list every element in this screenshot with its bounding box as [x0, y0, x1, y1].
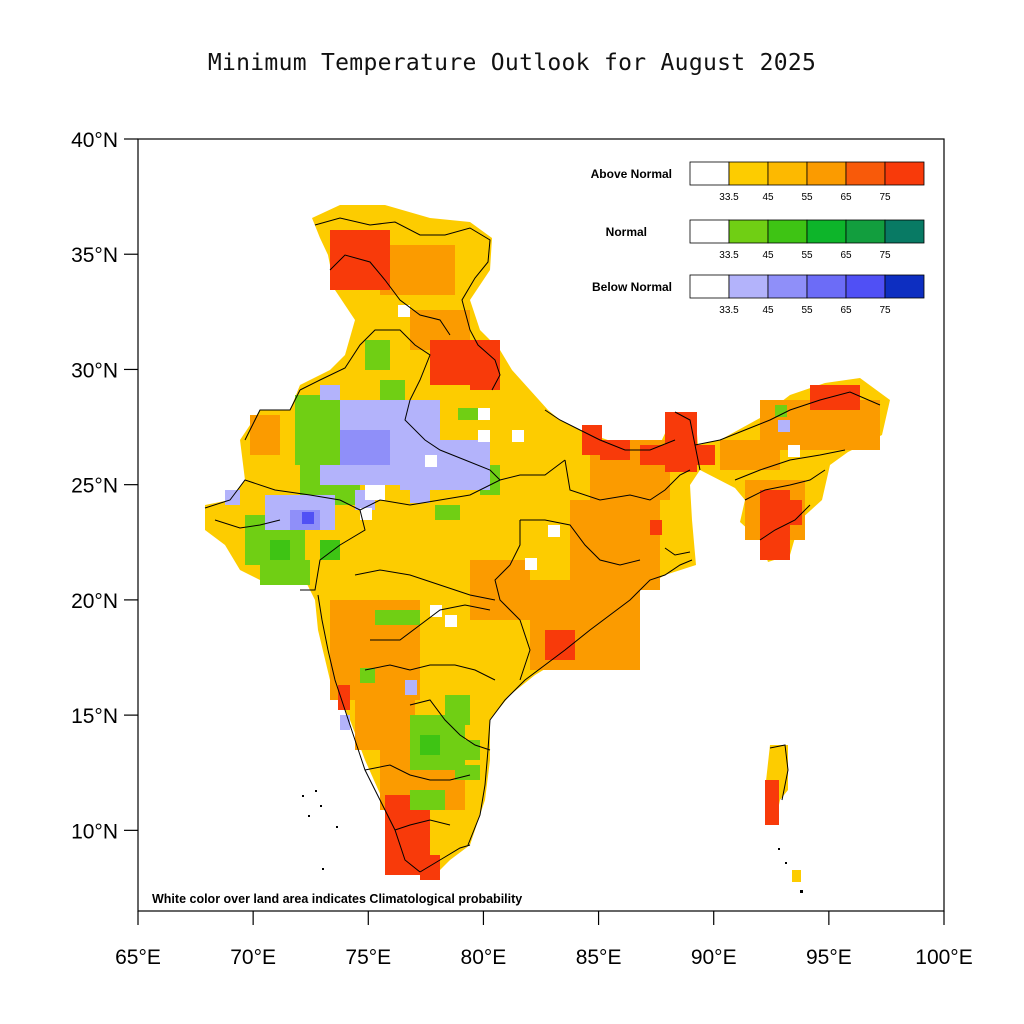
legend: Above Normal 33.5 45 55 65 75 Normal 33.5 45 55 65…: [591, 161, 925, 316]
legend-swatch: [884, 274, 925, 299]
climatology-note: White color over land area indicates Cli…: [152, 892, 522, 906]
x-tick-label: 70°E: [230, 946, 276, 969]
x-tick-label: 75°E: [345, 946, 391, 969]
x-tick-label: 100°E: [915, 946, 972, 969]
y-tick-label: 20°N: [71, 590, 118, 613]
legend-swatch: [728, 274, 769, 299]
y-tick-label: 35°N: [71, 244, 118, 267]
legend-tick-label: 75: [879, 250, 891, 261]
y-axis: 40°N 35°N 30°N 25°N 20°N 15°N 10°N: [71, 129, 138, 843]
legend-swatch: [689, 219, 730, 244]
legend-row-label: Above Normal: [591, 167, 672, 181]
legend-swatch: [845, 219, 886, 244]
legend-swatch: [884, 161, 925, 186]
probability-grid: [204, 205, 890, 893]
legend-swatch: [767, 219, 808, 244]
legend-tick-label: 45: [762, 305, 774, 316]
legend-tick-label: 33.5: [719, 192, 739, 203]
legend-tick-label: 55: [801, 192, 813, 203]
nicobar-island: [792, 870, 801, 882]
below-normal-dark-cell: [302, 512, 314, 524]
small-islands: [302, 790, 803, 893]
x-tick-label: 65°E: [115, 946, 161, 969]
y-tick-label: 15°N: [71, 705, 118, 728]
legend-tick-label: 75: [879, 305, 891, 316]
boundary-lines: [204, 217, 881, 873]
legend-swatch: [728, 161, 769, 186]
y-tick-label: 25°N: [71, 475, 118, 498]
x-tick-label: 85°E: [576, 946, 622, 969]
y-tick-label: 10°N: [71, 820, 118, 843]
legend-tick-label: 45: [762, 192, 774, 203]
legend-tick-label: 33.5: [719, 250, 739, 261]
legend-swatch: [806, 219, 847, 244]
legend-tick-label: 55: [801, 305, 813, 316]
legend-tick-label: 65: [840, 250, 852, 261]
climatological-white-cells: [360, 305, 800, 627]
below-normal-light-cells: [225, 385, 790, 730]
chart-title: Minimum Temperature Outlook for August 2…: [207, 50, 817, 76]
legend-swatch: [884, 219, 925, 244]
above-normal-red-cells: [330, 230, 860, 880]
legend-swatch: [806, 274, 847, 299]
legend-row-label: Normal: [606, 225, 647, 239]
legend-swatch: [767, 274, 808, 299]
x-axis: 65°E 70°E 75°E 80°E 85°E 90°E 95°E 100°E: [115, 911, 973, 969]
legend-tick-label: 33.5: [719, 305, 739, 316]
normal-mid-green-cells: [270, 540, 440, 755]
y-tick-label: 40°N: [71, 129, 118, 152]
legend-swatch: [728, 219, 769, 244]
legend-tick-label: 75: [879, 192, 891, 203]
legend-swatch: [767, 161, 808, 186]
x-tick-label: 80°E: [461, 946, 507, 969]
legend-swatch: [845, 274, 886, 299]
y-tick-label: 30°N: [71, 359, 118, 382]
legend-tick-label: 65: [840, 305, 852, 316]
x-tick-label: 95°E: [806, 946, 852, 969]
x-tick-label: 90°E: [691, 946, 737, 969]
legend-tick-label: 65: [840, 192, 852, 203]
legend-swatch: [689, 274, 730, 299]
legend-swatch: [845, 161, 886, 186]
legend-swatch: [806, 161, 847, 186]
plot-frame: [137, 138, 945, 912]
legend-tick-label: 55: [801, 250, 813, 261]
legend-row-label: Below Normal: [592, 280, 672, 294]
legend-swatch: [689, 161, 730, 186]
legend-tick-label: 45: [762, 250, 774, 261]
